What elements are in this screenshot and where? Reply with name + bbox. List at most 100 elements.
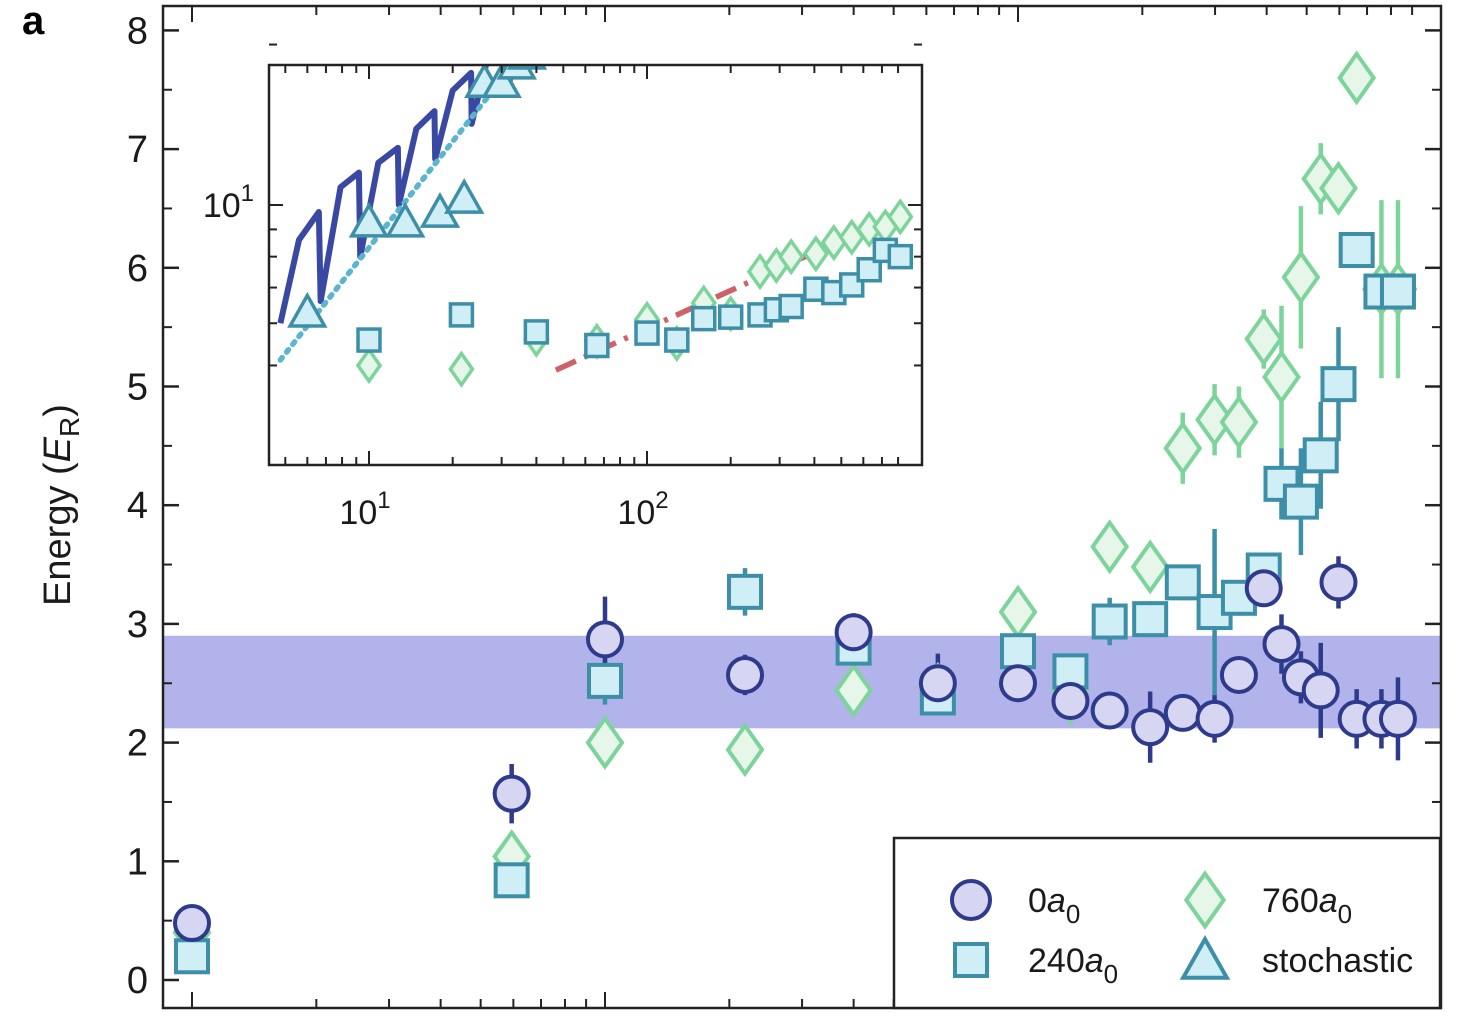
legend-label: 760a0 [1262,882,1352,929]
point-square [1338,231,1375,268]
main-y-tick-labels: 0 1 2 3 4 5 6 7 8 [127,10,148,1002]
point-diamond [998,584,1038,640]
main-markers [172,50,1418,975]
point-circle [1244,569,1283,608]
point-square [1000,633,1036,670]
inset-x-tick-label: 101 [339,487,390,532]
inset-axes [267,43,924,467]
y-tick-label: 6 [127,248,148,290]
point-diamond [1319,160,1358,216]
inset-point-square [584,332,610,359]
inset-point-square [690,305,717,332]
point-diamond [1163,420,1203,476]
inset-point-square [448,302,475,328]
point-square [174,938,210,975]
inset-point-square [717,304,744,330]
point-circle [726,655,765,694]
inset-point-triangle [496,65,538,80]
y-tick-label: 2 [127,723,148,765]
inset-point-square [523,319,550,345]
point-diamond [1337,50,1377,106]
inset-point-triangle [506,65,548,70]
main-plot: 0 1 2 3 4 5 6 7 8 Energy (ER) [37,4,1443,1010]
point-diamond [1195,392,1235,448]
point-circle [1378,699,1417,738]
point-diamond [1219,394,1259,450]
inset-plot: 101 102 101 [203,21,924,532]
point-circle [492,774,531,813]
point-circle [1051,682,1090,721]
inset-point-diamond [777,238,805,276]
point-circle [1131,708,1170,747]
legend-label: stochastic [1262,942,1413,980]
point-diamond [1090,519,1130,575]
y-tick-label: 4 [127,485,148,527]
point-square [727,573,764,610]
inset-point-triangle [481,65,522,98]
inset-point-diamond [887,198,914,236]
point-circle [173,904,211,943]
inset-point-square [887,243,914,270]
inset-x-tick-label: 102 [617,487,668,532]
y-tick-label: 3 [127,604,148,646]
inset-frame [267,63,924,467]
inset-point-square [664,327,690,353]
inset-point-diamond [355,346,383,385]
point-diamond [725,722,765,778]
inset-point-square [356,327,382,353]
point-circle [999,664,1037,703]
y-tick-label: 5 [127,367,148,409]
point-diamond [1244,311,1284,367]
y-tick-label: 0 [127,960,148,1002]
point-square [1132,601,1169,638]
inset-point-square [856,256,882,283]
inset-line-solid [277,65,517,324]
inset-point-triangle [384,201,426,238]
ylabel-var: E [37,436,79,462]
point-circle [586,620,624,659]
legend-label: 0a0 [1028,882,1080,929]
point-circle [1262,625,1301,664]
legend-box [892,836,1442,1010]
point-circle [1163,693,1202,732]
point-circle [1090,691,1129,730]
point-diamond [834,662,874,718]
point-square [493,862,530,899]
inset-markers [287,21,914,388]
inset-y-tick-label: 101 [203,180,254,225]
point-diamond [1130,539,1170,595]
panel-label: a [22,0,45,43]
point-square [1164,564,1201,601]
point-circle [1319,563,1358,602]
point-square [1302,437,1339,474]
legend-marker-diamond [1183,870,1227,930]
inset-point-diamond [802,235,830,273]
inset-point-triangle [287,291,328,328]
point-circle [1301,671,1340,710]
point-square [1379,273,1416,310]
point-diamond [585,715,625,771]
legend-marker-triangle [1179,935,1231,980]
point-circle [834,613,873,652]
point-square [1091,603,1128,640]
inset-point-triangle [348,201,390,238]
inset-tick-labels: 101 102 101 [203,180,669,532]
point-circle [1219,655,1258,694]
y-tick-label: 8 [127,10,148,52]
inset-point-triangle [521,21,556,52]
ylabel-prefix: Energy ( [37,462,79,606]
inset-point-square [634,320,660,346]
ylabel-sub: R [54,417,85,437]
point-diamond [1262,349,1301,405]
inset-point-diamond [448,350,475,388]
point-diamond [1281,249,1321,305]
legend-label: 240a0 [1028,942,1118,989]
y-tick-label: 7 [127,129,148,171]
point-square [1282,483,1319,520]
ylabel-suffix: ) [37,404,79,417]
legend: 0a0 240a0 760a0 stochastic [892,836,1442,1010]
inset-point-triangle [443,178,485,214]
legend-marker-circle [950,879,992,921]
point-circle [1195,699,1234,738]
